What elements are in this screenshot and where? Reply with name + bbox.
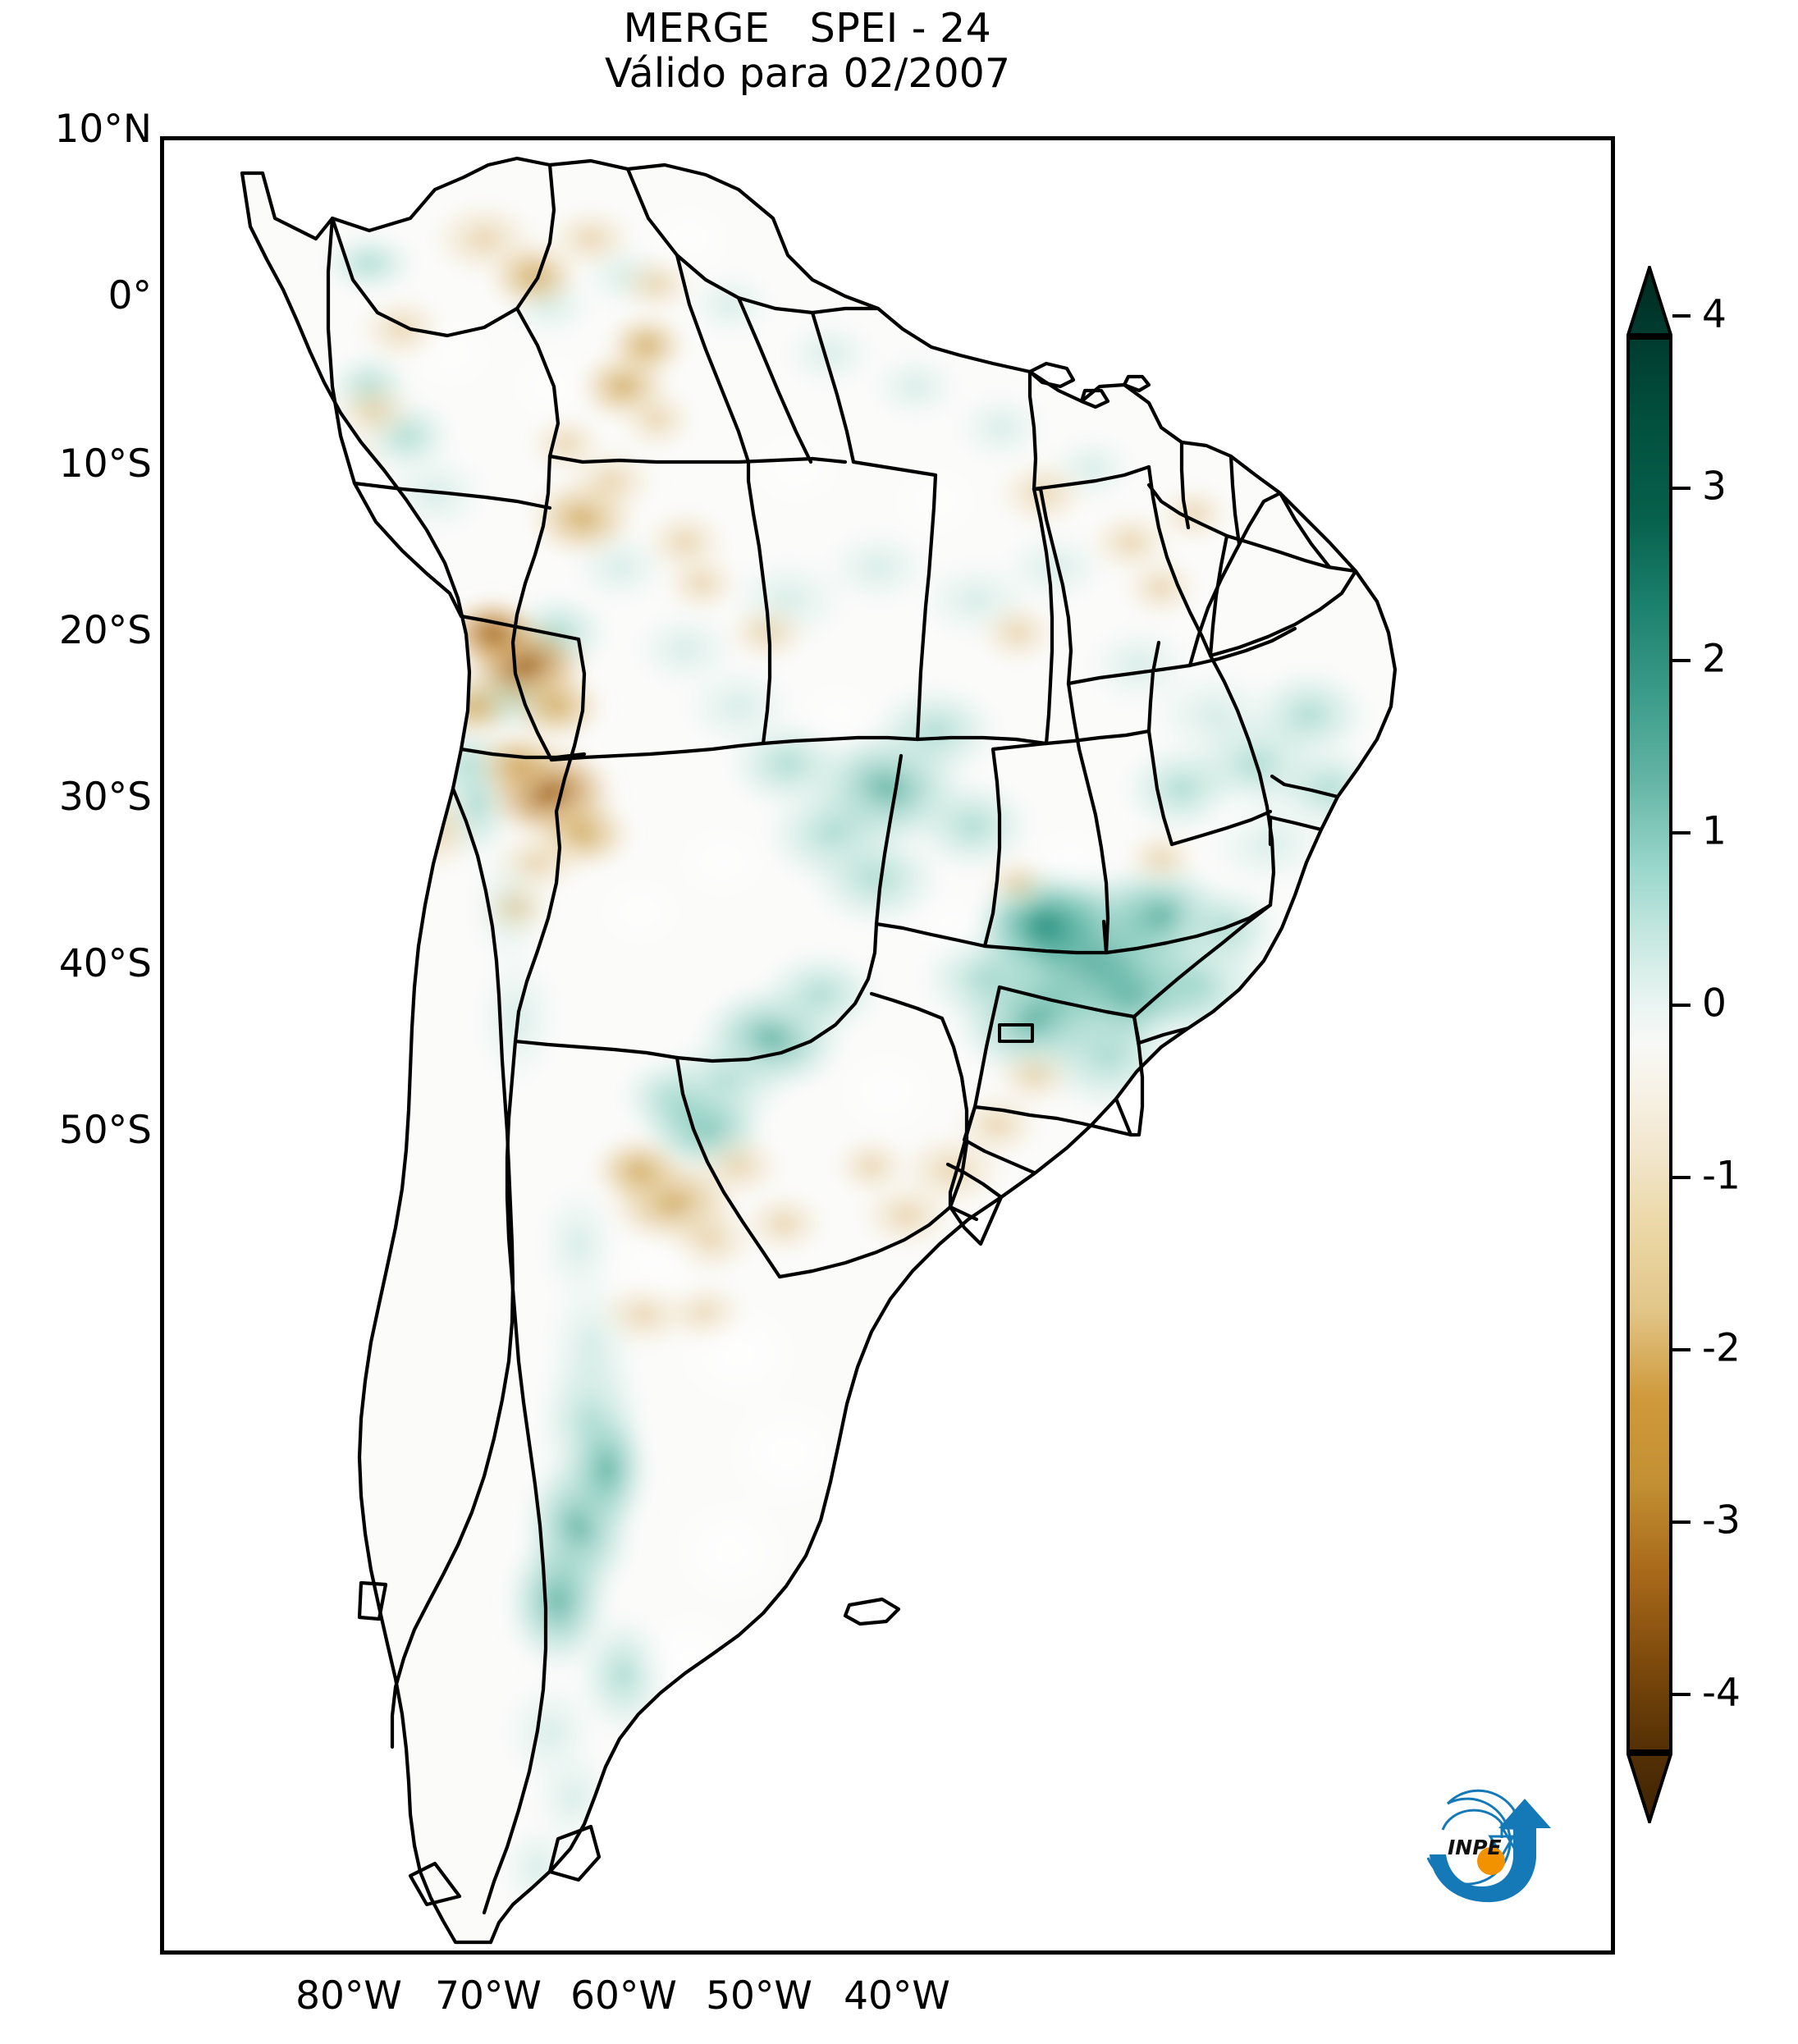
country-borders: [240, 156, 1398, 1945]
colorbar-gradient: [1630, 340, 1669, 1749]
figure-subtitle: Válido para 02/2007: [604, 49, 1011, 97]
latitude-tick-label: 50°S: [58, 1108, 152, 1153]
latitude-tick-label: 0°: [108, 273, 152, 318]
colorbar-tick-label: -3: [1702, 1498, 1741, 1543]
longitude-tick-label: 60°W: [570, 1973, 677, 2019]
colorbar-tick-mark: [1672, 831, 1690, 835]
colorbar-tick-label: -4: [1702, 1670, 1741, 1716]
colorbar-tick-mark: [1672, 487, 1690, 490]
colorbar-extend-max: [1626, 266, 1672, 336]
colorbar-body: [1626, 336, 1672, 1753]
latitude-tick-label: 10°S: [58, 441, 152, 487]
colorbar-tick-mark: [1672, 659, 1690, 662]
colorbar-tick-mark: [1672, 1348, 1690, 1351]
colorbar-tick-label: 0: [1702, 981, 1727, 1027]
colorbar-tick-label: 2: [1702, 636, 1727, 682]
colorbar-tick-mark: [1672, 1693, 1690, 1696]
latitude-tick-label: 10°N: [54, 107, 152, 152]
figure-title: MERGE SPEI - 24: [623, 5, 992, 52]
colorbar-tick-label: -2: [1702, 1325, 1741, 1371]
colorbar[interactable]: 4 3 2 1 0 -1 -2 -3 -4: [1626, 144, 1741, 1946]
figure-title-block: MERGE SPEI - 24 Válido para 02/2007: [0, 5, 1615, 97]
colorbar-tick-mark: [1672, 314, 1690, 318]
latitude-tick-label: 20°S: [58, 608, 152, 653]
inpe-logo: INPE: [1405, 1779, 1553, 1918]
colorbar-tick-label: 1: [1702, 808, 1727, 854]
spei-anomaly-map: [164, 140, 1611, 1950]
latitude-tick-label: 40°S: [58, 941, 152, 986]
longitude-tick-label: 50°W: [706, 1973, 812, 2019]
colorbar-tick-mark: [1672, 1176, 1690, 1179]
map-clip: [164, 140, 1611, 1950]
colorbar-tick-mark: [1672, 1004, 1690, 1007]
latitude-tick-label: 30°S: [58, 775, 152, 820]
longitude-tick-label: 40°W: [844, 1973, 950, 2019]
colorbar-tick-mark: [1672, 1520, 1690, 1524]
colorbar-tick-label: 3: [1702, 464, 1727, 510]
longitude-tick-label: 80°W: [295, 1973, 402, 2019]
colorbar-extend-min: [1626, 1753, 1672, 1823]
longitude-tick-label: 70°W: [435, 1973, 542, 2019]
map-plot-area: [160, 136, 1615, 1955]
colorbar-tick-label: 4: [1702, 291, 1727, 337]
inpe-logo-text: INPE: [1448, 1836, 1502, 1859]
colorbar-tick-label: -1: [1702, 1153, 1741, 1199]
